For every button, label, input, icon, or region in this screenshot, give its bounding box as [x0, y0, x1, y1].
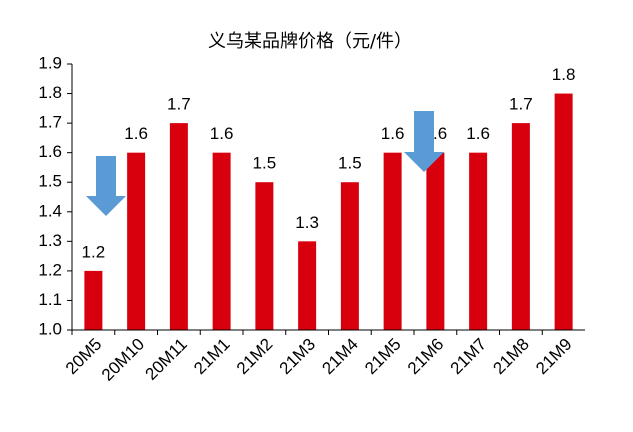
- x-tick-label: 21M5: [361, 335, 405, 379]
- y-tick-label: 1.0: [38, 319, 62, 338]
- x-tick-label: 21M3: [276, 335, 320, 379]
- bar: [426, 152, 445, 330]
- data-label: 1.3: [295, 213, 319, 232]
- bar: [511, 123, 530, 330]
- bar: [212, 152, 231, 330]
- data-label: 1.6: [381, 124, 405, 143]
- x-tick-label: 21M2: [233, 335, 277, 379]
- x-tick-label: 21M9: [532, 335, 576, 379]
- x-tick-label: 21M7: [447, 335, 491, 379]
- data-label: 1.6: [210, 124, 234, 143]
- y-tick-label: 1.8: [38, 83, 62, 102]
- bar: [383, 152, 402, 330]
- y-tick-label: 1.3: [38, 231, 62, 250]
- arrow-annotation: [86, 156, 126, 216]
- data-label: 1.6: [124, 124, 148, 143]
- x-tick-label: 21M6: [404, 335, 448, 379]
- plot: 1.01.11.21.31.41.51.61.71.81.91.220M51.6…: [38, 53, 585, 385]
- y-tick-label: 1.6: [38, 142, 62, 161]
- bar: [469, 152, 488, 330]
- data-label: 1.5: [338, 154, 362, 173]
- arrow-annotation: [404, 111, 444, 172]
- chart-title: 义乌某品牌价格（元/件）: [208, 31, 412, 52]
- x-tick-label: 20M11: [142, 335, 191, 384]
- data-label: 1.7: [167, 95, 191, 114]
- bar: [298, 241, 317, 330]
- bar: [554, 93, 573, 330]
- bar: [340, 182, 359, 330]
- data-label: 1.7: [509, 95, 533, 114]
- data-label: 1.8: [552, 65, 576, 84]
- bar: [127, 152, 146, 330]
- data-label: 1.6: [466, 124, 490, 143]
- y-tick-label: 1.2: [38, 260, 62, 279]
- x-tick-label: 21M8: [489, 335, 533, 379]
- x-tick-label: 21M4: [318, 335, 362, 379]
- data-label: 1.2: [82, 242, 106, 261]
- data-label: 1.5: [253, 154, 277, 173]
- y-tick-label: 1.1: [38, 290, 62, 309]
- x-tick-label: 20M10: [98, 335, 148, 385]
- x-tick-label: 21M1: [190, 335, 234, 379]
- bar: [169, 123, 188, 330]
- bar: [255, 182, 274, 330]
- y-tick-label: 1.5: [38, 172, 62, 191]
- y-tick-label: 1.9: [38, 53, 62, 72]
- bar: [84, 270, 103, 330]
- y-tick-label: 1.7: [38, 113, 62, 132]
- y-tick-label: 1.4: [38, 201, 62, 220]
